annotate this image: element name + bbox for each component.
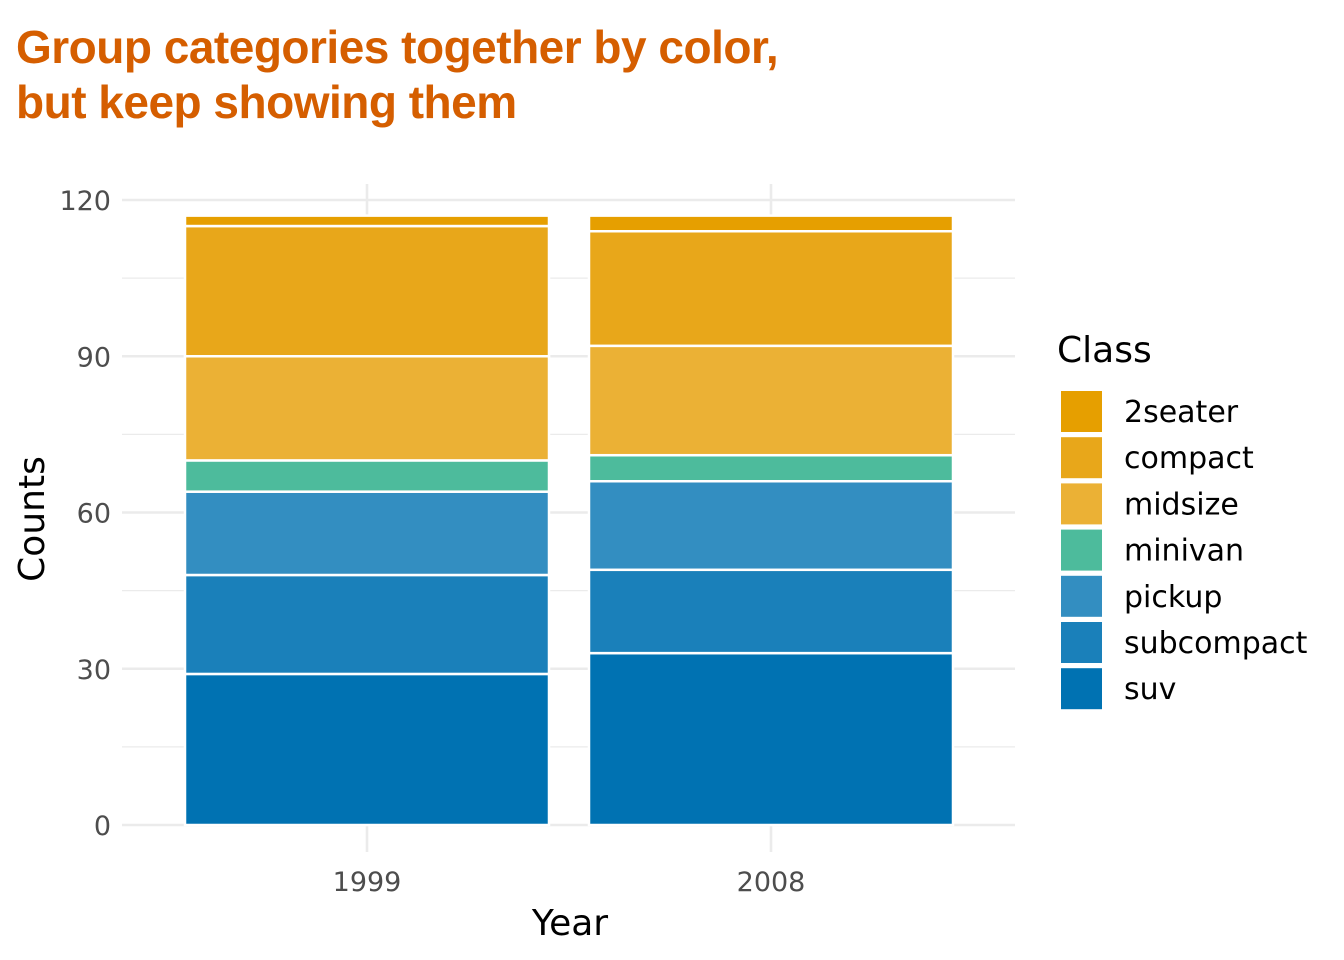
- x-axis-title: Year: [531, 903, 608, 944]
- legend-swatch: [1061, 391, 1102, 432]
- x-tick-label: 1999: [333, 867, 402, 898]
- legend-label: 2seater: [1124, 395, 1239, 430]
- y-axis-tick-labels: 0 30 60 90 120: [59, 186, 111, 842]
- chart-title: Group categories together by color, but …: [16, 20, 779, 130]
- chart-title-line-2: but keep showing them: [16, 76, 517, 128]
- bar-stacks: [183, 214, 955, 827]
- bar-segment-subcompact-2008: [587, 568, 955, 655]
- legend-item-compact: compact: [1061, 437, 1254, 479]
- legend-item-minivan: minivan: [1061, 529, 1244, 571]
- bar-segment-compact-2008: [587, 230, 955, 348]
- legend-label: pickup: [1124, 580, 1222, 615]
- y-tick-label: 90: [77, 342, 111, 373]
- x-tick-label: 2008: [737, 867, 806, 898]
- legend-label: minivan: [1124, 534, 1244, 569]
- legend-title: Class: [1057, 330, 1152, 371]
- bar-segment-compact-1999: [183, 224, 551, 358]
- legend-swatch: [1061, 437, 1102, 479]
- legend-swatch: [1061, 668, 1102, 710]
- chart-title-line-1: Group categories together by color,: [16, 21, 779, 73]
- legend-label: compact: [1124, 441, 1254, 476]
- legend-item-midsize: midsize: [1061, 483, 1239, 525]
- bar-segment-suv-2008: [587, 651, 955, 827]
- legend-label: suv: [1124, 672, 1176, 707]
- legend-item-subcompact: subcompact: [1061, 622, 1308, 663]
- legend-swatch: [1061, 575, 1102, 617]
- bar-segment-2seater-1999: [183, 214, 551, 228]
- y-tick-label: 120: [59, 186, 111, 217]
- bar-segment-pickup-2008: [587, 480, 955, 572]
- y-tick-label: 60: [77, 499, 111, 530]
- legend-item-2seater: 2seater: [1061, 391, 1239, 432]
- x-axis-tick-labels: 1999 2008: [333, 867, 806, 898]
- bar-segment-minivan-2008: [587, 453, 955, 483]
- legend-label: subcompact: [1124, 626, 1308, 661]
- legend-item-suv: suv: [1061, 668, 1176, 710]
- y-tick-label: 0: [94, 811, 111, 842]
- legend-swatch: [1061, 483, 1102, 525]
- bar-stack-2008: [587, 214, 955, 827]
- legend-label: midsize: [1124, 487, 1239, 522]
- bar-segment-midsize-2008: [587, 344, 955, 457]
- bar-segment-pickup-1999: [183, 490, 551, 577]
- legend: Class 2seater compact midsize minivan pickup…: [1057, 330, 1308, 710]
- bar-segment-suv-1999: [183, 672, 551, 827]
- bar-segment-midsize-1999: [183, 355, 551, 462]
- bar-stack-1999: [183, 214, 551, 827]
- bar-segment-subcompact-1999: [183, 573, 551, 676]
- legend-swatch: [1061, 622, 1102, 663]
- bar-segment-2seater-2008: [587, 214, 955, 233]
- y-axis-title: Counts: [12, 456, 53, 582]
- legend-item-pickup: pickup: [1061, 575, 1222, 617]
- y-tick-label: 30: [77, 655, 111, 686]
- bar-segment-minivan-1999: [183, 459, 551, 493]
- legend-swatch: [1061, 529, 1102, 571]
